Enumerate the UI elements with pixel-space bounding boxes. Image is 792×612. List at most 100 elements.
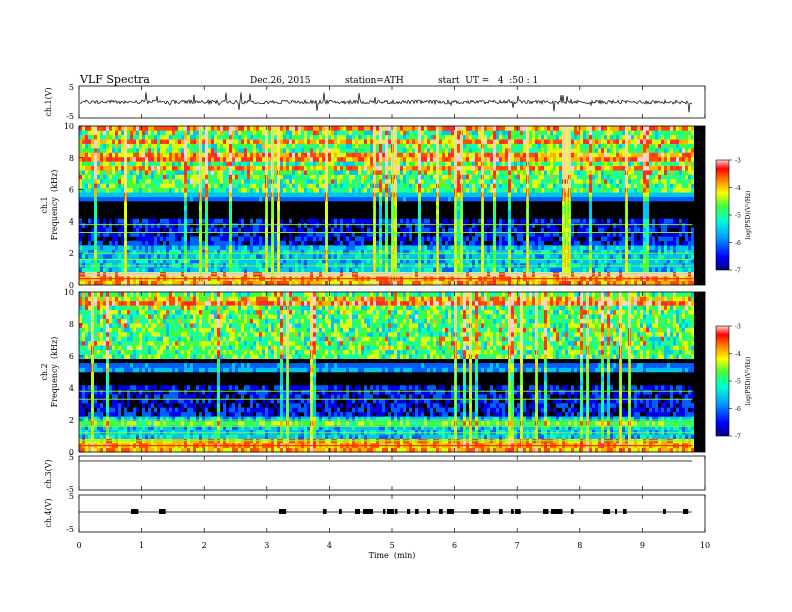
- spectrogram-cell: [103, 236, 106, 242]
- spectrogram-cell: [187, 139, 190, 144]
- spectrogram-cell: [487, 258, 490, 264]
- spectrogram-cell: [190, 134, 196, 140]
- spectrogram-cell: [382, 254, 385, 259]
- spectrogram-cell: [286, 447, 289, 453]
- spectrogram-cell: [133, 156, 136, 162]
- ch1-waveform-ylabel: ch.1(V): [44, 87, 53, 116]
- spectrogram-cell: [208, 267, 214, 273]
- spectrogram-cell: [382, 218, 385, 224]
- spectrogram-cell: [121, 223, 124, 228]
- spectrogram-cell: [586, 227, 589, 233]
- spectrogram-cell: [484, 254, 487, 259]
- spectrogram-cell: [304, 152, 307, 158]
- spectrogram-cell: [652, 152, 655, 158]
- spectrogram-cell: [178, 161, 181, 167]
- spectrogram-cell: [607, 254, 610, 259]
- spectrogram-cell: [619, 447, 622, 453]
- spectrogram-cell: [451, 183, 454, 189]
- spectrogram-cell: [490, 187, 493, 193]
- spectrogram-cell: [658, 267, 661, 273]
- spectrogram-cell: [520, 447, 523, 453]
- spectrogram-cell: [376, 196, 379, 202]
- spectrogram-cell: [466, 187, 469, 193]
- spectrogram-cell: [388, 258, 391, 264]
- spectrogram-cell: [511, 280, 514, 286]
- spectrogram-cell: [187, 143, 190, 149]
- spectrogram-cell: [127, 156, 130, 162]
- spectrogram-cell: [628, 148, 634, 153]
- spectrogram-cell: [415, 223, 418, 228]
- spectrogram-cell: [475, 148, 478, 153]
- spectrogram-cell: [466, 236, 469, 242]
- spectrogram-cell: [79, 134, 82, 140]
- spectrogram-cell: [589, 245, 592, 250]
- spectrogram-cell: [571, 267, 583, 273]
- spectrogram-cell: [202, 218, 205, 224]
- spectrogram-cell: [232, 236, 235, 242]
- spectrogram-cell: [193, 262, 199, 268]
- spectrogram-cell: [334, 152, 337, 158]
- spectrogram-cell: [250, 254, 256, 259]
- spectrogram-cell: [166, 245, 172, 250]
- spectrogram-cell: [661, 232, 679, 237]
- spectrogram-cell: [631, 134, 634, 140]
- spectrogram-cell: [145, 126, 148, 131]
- spectrogram-cell: [616, 240, 619, 246]
- spectrogram-cell: [106, 174, 109, 180]
- spectrogram-cell: [310, 143, 313, 149]
- spectrogram-cell: [361, 254, 373, 259]
- spectrogram-cell: [499, 240, 502, 246]
- spectrogram-cell: [130, 134, 133, 140]
- spectrogram-cell: [232, 165, 235, 171]
- spectrogram-cell: [565, 223, 571, 228]
- spectrogram-cell: [280, 179, 283, 184]
- spectrogram-cell: [457, 174, 463, 180]
- spectrogram-cell: [187, 187, 196, 193]
- spectrogram-cell: [103, 258, 106, 264]
- spectrogram-cell: [262, 254, 265, 259]
- spectrogram-cell: [598, 245, 604, 250]
- spectrogram-cell: [109, 174, 112, 180]
- spectrogram-cell: [322, 170, 325, 175]
- spectrogram-cell: [427, 187, 430, 193]
- spectrogram-cell: [100, 179, 103, 184]
- spectrogram-cell: [400, 227, 409, 233]
- spectrogram-cell: [205, 143, 208, 149]
- spectrogram-cell: [268, 183, 271, 189]
- spectrogram-cell: [97, 161, 100, 167]
- spectrogram-cell: [268, 236, 271, 242]
- spectrogram-cell: [496, 245, 499, 250]
- spectrogram-cell: [556, 161, 562, 167]
- spectrogram-cell: [316, 165, 322, 171]
- spectrogram-cell: [142, 232, 145, 237]
- spectrogram-cell: [178, 165, 181, 171]
- spectrogram-cell: [580, 148, 589, 153]
- spectrogram-cell: [346, 187, 349, 193]
- spectrogram-cell: [670, 245, 673, 250]
- spectrogram-cell: [379, 218, 382, 224]
- spectrogram-cell: [493, 280, 496, 286]
- spectrogram-cell: [679, 170, 682, 175]
- spectrogram-cell: [217, 174, 223, 180]
- spectrogram-cell: [388, 227, 391, 233]
- spectrogram-cell: [424, 280, 433, 286]
- spectrogram-cell: [469, 170, 472, 175]
- spectrogram-cell: [211, 139, 214, 144]
- spectrogram-cell: [190, 196, 193, 202]
- spectrogram-cell: [298, 187, 304, 193]
- spectrogram-cell: [112, 143, 115, 149]
- spectrogram-cell: [229, 245, 232, 250]
- spectrogram-cell: [286, 179, 289, 184]
- spectrogram-cell: [181, 165, 184, 171]
- spectrogram-cell: [232, 139, 238, 144]
- spectrogram-cell: [322, 148, 325, 153]
- spectrogram-cell: [316, 262, 325, 268]
- spectrogram-cell: [283, 148, 286, 153]
- spectrogram-cell: [427, 139, 430, 144]
- spectrogram-cell: [361, 179, 364, 184]
- spectrogram-cell: [217, 130, 220, 136]
- spectrogram-cell: [274, 139, 277, 144]
- spectrogram-cell: [247, 262, 256, 268]
- spectrogram-cell: [211, 258, 214, 264]
- spectrogram-cell: [322, 161, 325, 167]
